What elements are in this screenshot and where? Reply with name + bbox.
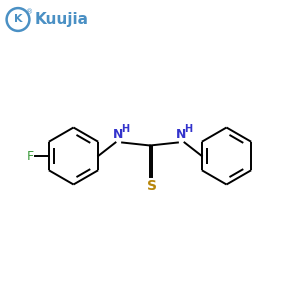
Text: ®: ® [26, 9, 33, 15]
Text: H: H [184, 124, 192, 134]
Text: H: H [121, 124, 129, 134]
Text: S: S [147, 179, 158, 194]
Text: F: F [26, 149, 34, 163]
Text: K: K [14, 14, 22, 25]
Text: Kuujia: Kuujia [34, 12, 88, 27]
Text: N: N [113, 128, 124, 141]
Text: N: N [176, 128, 187, 141]
